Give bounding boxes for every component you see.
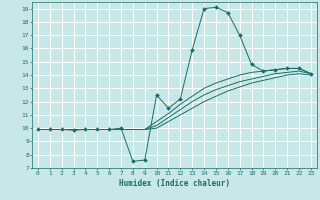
X-axis label: Humidex (Indice chaleur): Humidex (Indice chaleur) xyxy=(119,179,230,188)
